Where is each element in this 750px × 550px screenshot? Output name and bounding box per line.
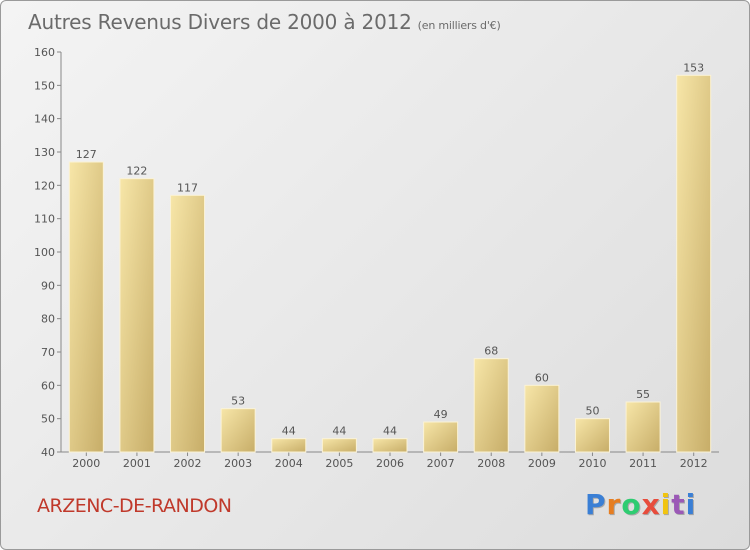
bar-value-label: 50 — [585, 405, 599, 418]
commune-name: ARZENC-DE-RANDON — [37, 495, 232, 517]
chart-subtitle: (en milliers d'€) — [417, 19, 501, 32]
y-tick-label: 50 — [41, 413, 55, 426]
bar-2005 — [321, 438, 357, 453]
bar-value-label: 53 — [231, 395, 245, 408]
logo-letter: i — [660, 488, 672, 521]
bar-value-label: 127 — [76, 148, 97, 161]
x-tick-label: 2011 — [629, 457, 657, 470]
logo-letter: P — [585, 488, 607, 521]
x-tick-label: 2006 — [376, 457, 404, 470]
bars — [68, 74, 712, 453]
bar-value-label: 49 — [434, 408, 448, 421]
bar-labels: 127 122 117 53 44 44 44 49 68 60 50 55 153 — [76, 61, 704, 437]
x-tick-label: 2012 — [680, 457, 708, 470]
bar-2007 — [423, 421, 459, 453]
bar-2006 — [372, 438, 408, 453]
x-tick-label: 2008 — [477, 457, 505, 470]
bar-2009 — [524, 384, 560, 453]
x-axis: 2000 2001 2002 2003 2004 2005 2006 2007 2008 2009… — [61, 451, 719, 470]
bar-2004 — [271, 438, 307, 453]
x-tick-label: 2005 — [325, 457, 353, 470]
y-tick-label: 130 — [34, 146, 55, 159]
y-tick-label: 160 — [34, 46, 55, 59]
proxiti-logo[interactable]: Proxiti — [585, 488, 696, 521]
logo-letter: o — [621, 488, 642, 521]
x-tick-label: 2002 — [174, 457, 202, 470]
bar-value-label: 44 — [383, 425, 397, 438]
y-tick-label: 100 — [34, 246, 55, 259]
y-tick-label: 110 — [34, 213, 55, 226]
y-tick-label: 150 — [34, 79, 55, 92]
logo-letter: i — [685, 488, 697, 521]
y-tick-label: 60 — [41, 379, 55, 392]
bar-value-label: 44 — [282, 425, 296, 438]
y-tick-label: 140 — [34, 113, 55, 126]
logo-letter: x — [641, 488, 661, 521]
x-tick-label: 2004 — [275, 457, 303, 470]
bar-2000 — [68, 161, 104, 453]
y-tick-label: 90 — [41, 279, 55, 292]
y-axis: 40 50 60 70 80 90 100 110 120 130 140 150 160 — [34, 46, 62, 459]
bar-2012 — [676, 74, 712, 453]
x-tick-label: 2001 — [123, 457, 151, 470]
y-tick-label: 120 — [34, 179, 55, 192]
logo-letter: r — [606, 488, 622, 521]
bar-value-label: 68 — [484, 345, 498, 358]
bar-2008 — [473, 358, 509, 453]
y-tick-label: 80 — [41, 313, 55, 326]
chart-title-text: Autres Revenus Divers de 2000 à 2012 — [28, 10, 412, 34]
x-tick-label: 2010 — [578, 457, 606, 470]
x-tick-label: 2000 — [72, 457, 100, 470]
bar-value-label: 153 — [683, 61, 704, 74]
y-tick-label: 70 — [41, 346, 55, 359]
x-tick-label: 2009 — [528, 457, 556, 470]
x-tick-label: 2007 — [427, 457, 455, 470]
x-tick-label: 2003 — [224, 457, 252, 470]
bar-2011 — [625, 401, 661, 453]
chart-title: Autres Revenus Divers de 2000 à 2012 (en … — [28, 10, 501, 34]
bar-2001 — [119, 178, 155, 453]
bar-2002 — [170, 194, 206, 453]
bar-2010 — [574, 418, 610, 453]
bar-2003 — [220, 408, 256, 453]
bar-value-label: 55 — [636, 388, 650, 401]
bar-value-label: 44 — [332, 425, 346, 438]
logo-letter: t — [671, 488, 686, 521]
bar-value-label: 122 — [126, 165, 147, 178]
bar-value-label: 117 — [177, 181, 198, 194]
bar-value-label: 60 — [535, 371, 549, 384]
y-tick-label: 40 — [41, 446, 55, 459]
